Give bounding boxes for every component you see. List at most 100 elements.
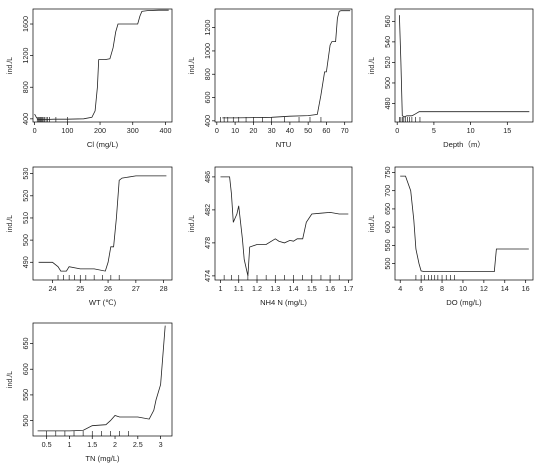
- x-tick-label: 0: [215, 126, 219, 135]
- x-tick-label: 2.5: [133, 440, 143, 449]
- y-tick-label: 1200: [21, 48, 30, 64]
- panel-depth: 0 5 10 15 480 500 520 540 560 Depth（m） ind./L: [369, 8, 534, 149]
- x-tick-label: 2: [113, 440, 117, 449]
- partial-dependence-line: [220, 176, 349, 276]
- x-tick-label: 8: [440, 284, 444, 293]
- x-axis-label: NH4 N (mg/L): [260, 298, 307, 307]
- y-tick-label: 700: [383, 185, 392, 197]
- y-tick-label: 600: [383, 221, 392, 233]
- y-tick-label: 500: [383, 258, 392, 270]
- y-tick-label: 650: [21, 338, 30, 350]
- x-tick-label: 0: [395, 126, 399, 135]
- x-tick-label: 60: [322, 126, 330, 135]
- x-tick-label: 6: [419, 284, 423, 293]
- x-tick-label: 1.7: [343, 284, 353, 293]
- y-tick-label: 530: [21, 168, 30, 180]
- x-tick-label: 3: [159, 440, 163, 449]
- x-tick-label: 1: [218, 284, 222, 293]
- x-tick-label: 1.5: [307, 284, 317, 293]
- y-axis-label: ind./L: [7, 215, 14, 232]
- x-axis-label: TN (mg/L): [85, 454, 120, 463]
- y-tick-label: 480: [383, 98, 392, 110]
- y-tick-label: 400: [21, 113, 30, 125]
- x-tick-label: 10: [467, 126, 475, 135]
- y-tick-label: 600: [21, 363, 30, 375]
- plot-frame: [32, 322, 173, 437]
- x-tick-label: 30: [268, 126, 276, 135]
- x-axis-label: NTU: [276, 140, 292, 149]
- x-tick-label: 400: [159, 126, 171, 135]
- x-tick-label: 10: [231, 126, 239, 135]
- x-tick-label: 1.3: [270, 284, 280, 293]
- panel-cl: 0 100 200 300 400 400 800 1200 1600 Cl (mg/L) ind.…: [7, 8, 173, 149]
- x-tick-label: 1.1: [234, 284, 244, 293]
- y-tick-label: 510: [21, 212, 30, 224]
- y-tick-label: 750: [383, 166, 392, 178]
- y-axis-label: ind./L: [369, 57, 376, 74]
- y-tick-label: 550: [21, 389, 30, 401]
- plot-frame: [394, 166, 534, 281]
- x-tick-label: 0.5: [42, 440, 52, 449]
- partial-dependence-line: [400, 175, 529, 273]
- x-tick-label: 15: [503, 126, 511, 135]
- y-axis-label: ind./L: [189, 215, 196, 232]
- x-tick-label: 24: [48, 284, 56, 293]
- x-tick-label: 1.5: [87, 440, 97, 449]
- partial-dependence-line: [34, 9, 169, 120]
- panel-ntu: 0 10 20 30 40 50 60 70 400 600 800 1000 1200 NTU ind./…: [189, 8, 353, 149]
- partial-dependence-line: [38, 175, 167, 272]
- x-tick-label: 70: [341, 126, 349, 135]
- x-tick-label: 16: [522, 284, 530, 293]
- y-tick-label: 1600: [21, 16, 30, 32]
- y-tick-label: 474: [203, 270, 212, 282]
- x-axis-label: WT (℃): [89, 298, 117, 307]
- y-axis-label: ind./L: [369, 215, 376, 232]
- y-axis-label: ind./L: [7, 57, 14, 74]
- x-tick-label: 40: [286, 126, 294, 135]
- x-axis-label: Depth（m）: [443, 140, 485, 149]
- x-tick-label: 10: [459, 284, 467, 293]
- x-tick-label: 14: [501, 284, 509, 293]
- plot-frame: [214, 8, 353, 123]
- y-tick-label: 560: [383, 15, 392, 27]
- y-tick-label: 400: [203, 115, 212, 127]
- y-tick-label: 482: [203, 204, 212, 216]
- y-tick-label: 490: [21, 256, 30, 268]
- y-tick-label: 478: [203, 237, 212, 249]
- x-tick-label: 20: [249, 126, 257, 135]
- x-tick-label: 12: [480, 284, 488, 293]
- y-axis-label: ind./L: [7, 371, 14, 388]
- x-tick-label: 1.2: [252, 284, 262, 293]
- x-tick-label: 50: [304, 126, 312, 135]
- plot-frame: [32, 8, 173, 123]
- x-tick-label: 25: [76, 284, 84, 293]
- panel-do: 4 6 8 10 12 14 16 500 550 600 650 700 750 DO (mg/L) in…: [369, 166, 534, 307]
- partial-dependence-line: [37, 325, 166, 432]
- y-tick-label: 600: [203, 92, 212, 104]
- x-tick-label: 100: [61, 126, 73, 135]
- y-tick-label: 500: [383, 77, 392, 89]
- y-tick-label: 800: [21, 81, 30, 93]
- partial-dependence-line: [399, 15, 530, 118]
- y-tick-label: 800: [203, 68, 212, 80]
- x-tick-label: 300: [127, 126, 139, 135]
- partial-dependence-line: [222, 10, 351, 119]
- panel-wt: 24 25 26 27 28 490 500 510 520 530 WT (℃) ind./L: [7, 166, 173, 307]
- y-tick-label: 650: [383, 203, 392, 215]
- y-tick-label: 1200: [203, 20, 212, 36]
- x-tick-label: 27: [132, 284, 140, 293]
- x-tick-label: 28: [160, 284, 168, 293]
- y-tick-label: 540: [383, 36, 392, 48]
- x-tick-label: 1: [67, 440, 71, 449]
- plot-frame: [214, 166, 353, 281]
- x-tick-label: 26: [104, 284, 112, 293]
- x-tick-label: 5: [432, 126, 436, 135]
- y-tick-label: 520: [21, 190, 30, 202]
- x-tick-label: 1.4: [289, 284, 299, 293]
- panel-tn: 0.5 1 1.5 2 2.5 3 500 550 600 650 TN (mg/L) ind./L: [7, 322, 173, 463]
- x-tick-label: 0: [33, 126, 37, 135]
- x-axis-label: Cl (mg/L): [87, 140, 119, 149]
- y-tick-label: 550: [383, 239, 392, 251]
